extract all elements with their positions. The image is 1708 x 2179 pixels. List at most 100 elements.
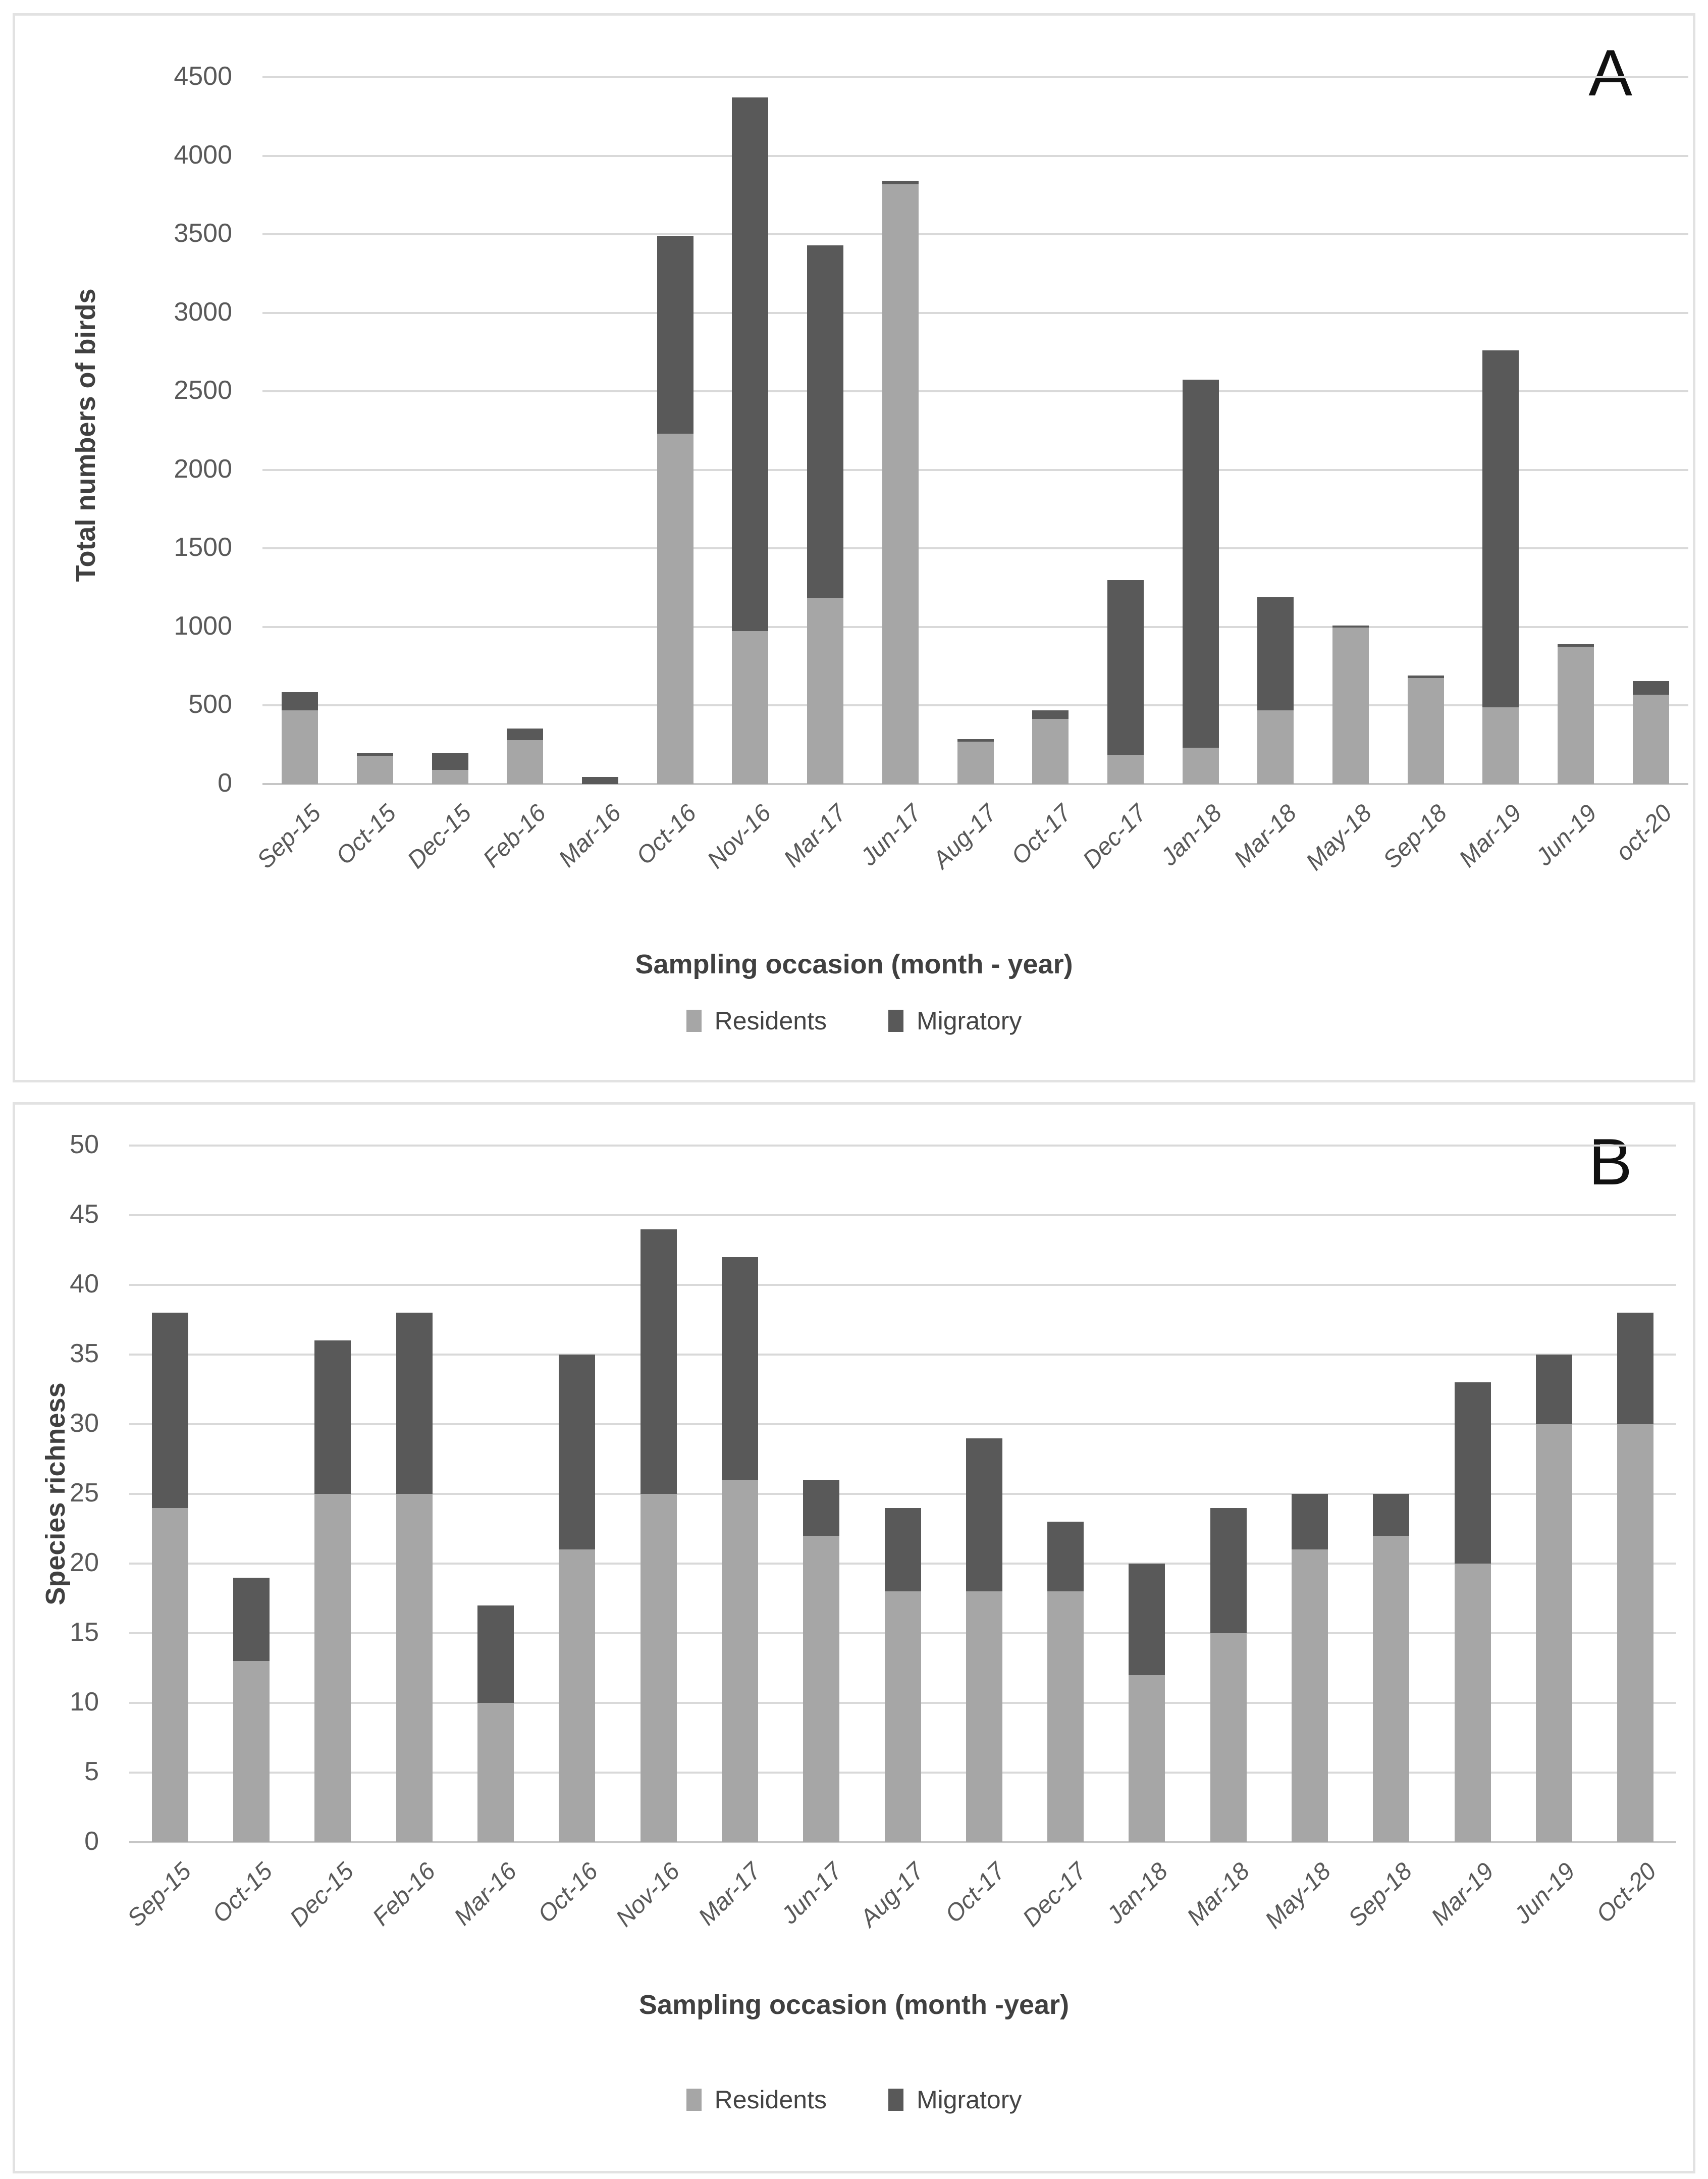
- x-tick-label-Sep-15: Sep-15: [252, 799, 327, 874]
- x-tick-label-Nov-16: Nov-16: [610, 1857, 685, 1932]
- x-tick-label-Aug-17: Aug-17: [855, 1857, 929, 1932]
- y-tick-label-35: 35: [70, 1339, 99, 1368]
- x-tick-label-oct-20: oct-20: [1611, 799, 1677, 866]
- bar-Aug-17-migratory: [957, 739, 994, 742]
- bar-Dec-15-residents: [432, 770, 468, 784]
- legend-label-migratory: Migratory: [916, 2086, 1022, 2114]
- bar-Feb-16-residents: [507, 740, 544, 784]
- x-tick-label-Oct-16: Oct-16: [533, 1857, 604, 1929]
- bar-Oct-17-residents: [966, 1591, 1002, 1842]
- bar-Oct-17-residents: [1032, 718, 1069, 784]
- y-tick-label-45: 45: [70, 1200, 99, 1229]
- bar-Jun-19-migratory: [1557, 644, 1594, 647]
- bar-Nov-16-residents: [640, 1494, 677, 1842]
- x-tick-label-Jan-18: Jan-18: [1102, 1857, 1173, 1929]
- bar-Oct-16-migratory: [559, 1355, 596, 1550]
- bar-Sep-18-migratory: [1407, 676, 1444, 678]
- x-tick-label-Dec-17: Dec-17: [1018, 1857, 1092, 1932]
- bar-Jun-19-residents: [1536, 1424, 1573, 1842]
- bar-Oct-20-migratory: [1617, 1313, 1654, 1424]
- bar-Dec-15-residents: [314, 1494, 351, 1842]
- x-tick-label-Sep-18: Sep-18: [1377, 799, 1452, 874]
- bar-Aug-17-migratory: [884, 1508, 921, 1592]
- x-tick-label-Mar-19: Mar-19: [1454, 799, 1527, 873]
- bar-Sep-15-residents: [151, 1508, 188, 1842]
- bar-Mar-18-migratory: [1257, 597, 1294, 710]
- bar-Oct-16-residents: [657, 434, 693, 784]
- bar-Sep-15-migratory: [282, 692, 318, 710]
- bar-Jan-18-residents: [1129, 1675, 1165, 1842]
- bar-Mar-16-migratory: [582, 777, 619, 784]
- y-tick-label-25: 25: [70, 1478, 99, 1508]
- bar-Oct-15-migratory: [357, 752, 394, 756]
- bar-Jun-17-residents: [882, 184, 919, 784]
- bar-May-18-migratory: [1332, 625, 1369, 628]
- gridline-y-2500: [262, 390, 1688, 393]
- gridline-y-35: [129, 1354, 1676, 1356]
- bar-Mar-19-migratory: [1482, 350, 1519, 707]
- y-axis-title-A: Total numbers of birds: [71, 288, 101, 582]
- x-axis-title-B: Sampling occasion (month -year): [638, 1990, 1070, 2020]
- bar-May-18-residents: [1292, 1549, 1328, 1842]
- x-tick-label-Oct-20: Oct-20: [1591, 1857, 1662, 1929]
- y-tick-label-40: 40: [70, 1269, 99, 1299]
- x-tick-label-Mar-19: Mar-19: [1426, 1857, 1499, 1931]
- bar-Dec-17-migratory: [1047, 1522, 1084, 1592]
- bar-Jan-18-residents: [1182, 748, 1219, 784]
- bar-Aug-17-residents: [957, 742, 994, 784]
- y-tick-label-0: 0: [218, 768, 232, 798]
- bar-Nov-16-migratory: [732, 97, 769, 631]
- bar-Oct-15-residents: [233, 1661, 270, 1842]
- bar-Feb-16-migratory: [507, 728, 544, 740]
- y-tick-label-50: 50: [70, 1130, 99, 1159]
- y-tick-label-15: 15: [70, 1618, 99, 1647]
- bar-May-18-migratory: [1292, 1494, 1328, 1550]
- bar-Sep-15-migratory: [151, 1313, 188, 1508]
- legend-label-residents: Residents: [714, 2086, 827, 2114]
- y-tick-label-30: 30: [70, 1409, 99, 1438]
- gridline-y-30: [129, 1423, 1676, 1425]
- panel-A: A Total numbers of birds 4500 4000 3500 300…: [13, 13, 1695, 1082]
- legend-swatch-residents-icon: [686, 1010, 702, 1032]
- legend-swatch-migratory-icon: [888, 1010, 903, 1032]
- gridline-y-0: [129, 1841, 1676, 1843]
- x-tick-label-Mar-18: Mar-18: [1229, 799, 1302, 873]
- bar-Jan-18-migratory: [1129, 1564, 1165, 1675]
- x-tick-label-Jun-19: Jun-19: [1530, 799, 1603, 871]
- y-tick-label-500: 500: [188, 690, 232, 719]
- y-tick-label-1500: 1500: [174, 533, 232, 562]
- panel-B: B Species richness 50 45 40 35 30 25 20 15 10 5 0 S…: [13, 1102, 1695, 2173]
- gridline-y-3000: [262, 312, 1688, 314]
- bar-Dec-17-residents: [1047, 1591, 1084, 1842]
- x-tick-label-Jun-17: Jun-17: [776, 1857, 848, 1929]
- y-tick-label-3000: 3000: [174, 297, 232, 327]
- y-tick-label-4500: 4500: [174, 62, 232, 91]
- bar-Dec-15-migratory: [314, 1340, 351, 1494]
- bar-Oct-16-migratory: [657, 236, 693, 434]
- bar-Mar-19-migratory: [1454, 1382, 1491, 1564]
- gridline-y-500: [262, 704, 1688, 707]
- x-tick-label-Oct-17: Oct-17: [940, 1857, 1010, 1929]
- bar-Oct-16-residents: [559, 1549, 596, 1842]
- legend-label-migratory: Migratory: [916, 1007, 1022, 1035]
- gridline-y-4500: [262, 76, 1688, 78]
- legend-A: Residents Migratory: [15, 1006, 1693, 1035]
- bar-Mar-16-migratory: [477, 1605, 514, 1703]
- gridline-y-50: [129, 1145, 1676, 1147]
- x-tick-label-May-18: May-18: [1260, 1857, 1337, 1934]
- gridline-y-4000: [262, 154, 1688, 157]
- gridline-y-25: [129, 1493, 1676, 1495]
- y-tick-label-2500: 2500: [174, 376, 232, 405]
- bar-Sep-15-residents: [282, 710, 318, 784]
- plot-area-A: 4500 4000 3500 3000 2500 2000 1500 1000 500 0 Sep-…: [174, 62, 1688, 875]
- bar-Mar-17-migratory: [807, 245, 844, 598]
- x-tick-label-Feb-16: Feb-16: [367, 1857, 441, 1931]
- y-tick-label-10: 10: [70, 1687, 99, 1717]
- y-tick-label-20: 20: [70, 1548, 99, 1577]
- y-tick-label-1000: 1000: [174, 611, 232, 641]
- x-tick-label-Mar-16: Mar-16: [449, 1857, 522, 1931]
- bar-Sep-18-residents: [1407, 678, 1444, 784]
- bar-Sep-18-residents: [1373, 1535, 1410, 1842]
- bar-Mar-18-migratory: [1210, 1508, 1247, 1633]
- x-tick-label-Feb-16: Feb-16: [478, 799, 552, 873]
